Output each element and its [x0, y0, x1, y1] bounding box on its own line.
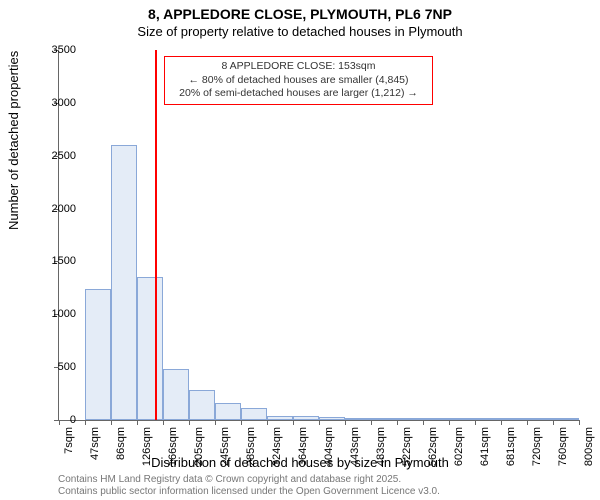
attribution-line-2: Contains public sector information licen…: [58, 486, 440, 498]
x-tick-mark: [267, 420, 268, 425]
annotation-line-2: ← 80% of detached houses are smaller (4,…: [171, 74, 426, 88]
y-tick-label: 1500: [36, 255, 76, 267]
annotation-line-3: 20% of semi-detached houses are larger (…: [171, 87, 426, 101]
histogram-bar: [111, 145, 137, 420]
x-tick-mark: [293, 420, 294, 425]
y-tick-label: 3000: [36, 97, 76, 109]
histogram-bar: [553, 418, 579, 420]
x-tick-mark: [111, 420, 112, 425]
x-tick-mark: [85, 420, 86, 425]
chart-container: 8, APPLEDORE CLOSE, PLYMOUTH, PL6 7NP Si…: [0, 0, 600, 500]
attribution-text: Contains HM Land Registry data © Crown c…: [58, 474, 440, 498]
y-tick-label: 0: [36, 414, 76, 426]
x-tick-mark: [553, 420, 554, 425]
x-tick-mark: [501, 420, 502, 425]
x-tick-mark: [137, 420, 138, 425]
annotation-box: 8 APPLEDORE CLOSE: 153sqm← 80% of detach…: [164, 56, 433, 105]
histogram-bar: [501, 418, 527, 420]
annotation-line-1: 8 APPLEDORE CLOSE: 153sqm: [171, 60, 426, 74]
x-tick-mark: [579, 420, 580, 425]
x-tick-mark: [345, 420, 346, 425]
x-tick-mark: [475, 420, 476, 425]
marker-line: [155, 50, 157, 420]
plot-area: 7sqm47sqm86sqm126sqm166sqm205sqm245sqm28…: [58, 50, 579, 421]
histogram-bar: [85, 289, 111, 420]
histogram-bar: [371, 418, 397, 420]
y-tick-label: 500: [36, 361, 76, 373]
chart-title: 8, APPLEDORE CLOSE, PLYMOUTH, PL6 7NP: [0, 0, 600, 22]
x-tick-mark: [189, 420, 190, 425]
histogram-bar: [397, 418, 423, 420]
histogram-bar: [449, 418, 475, 420]
histogram-bar: [189, 390, 215, 420]
histogram-bar: [137, 277, 163, 420]
x-tick-mark: [423, 420, 424, 425]
histogram-bar: [241, 408, 267, 420]
y-tick-label: 3500: [36, 44, 76, 56]
x-tick-mark: [241, 420, 242, 425]
x-tick-mark: [319, 420, 320, 425]
x-tick-mark: [397, 420, 398, 425]
attribution-line-1: Contains HM Land Registry data © Crown c…: [58, 474, 440, 486]
histogram-bar: [423, 418, 449, 420]
histogram-bar: [163, 369, 189, 420]
x-tick-mark: [215, 420, 216, 425]
y-tick-label: 2500: [36, 150, 76, 162]
x-tick-mark: [163, 420, 164, 425]
histogram-bar: [319, 417, 345, 420]
x-tick-label: 7sqm: [63, 427, 75, 454]
y-axis-label: Number of detached properties: [6, 51, 21, 230]
histogram-bar: [293, 416, 319, 420]
histogram-bar: [215, 403, 241, 420]
x-tick-mark: [371, 420, 372, 425]
histogram-bar: [527, 418, 553, 420]
x-tick-mark: [449, 420, 450, 425]
chart-subtitle: Size of property relative to detached ho…: [0, 22, 600, 39]
x-tick-mark: [527, 420, 528, 425]
y-tick-label: 2000: [36, 203, 76, 215]
histogram-bar: [475, 418, 501, 420]
x-axis-label: Distribution of detached houses by size …: [0, 455, 600, 470]
histogram-bar: [267, 416, 293, 420]
histogram-bar: [345, 418, 371, 420]
y-tick-label: 1000: [36, 308, 76, 320]
